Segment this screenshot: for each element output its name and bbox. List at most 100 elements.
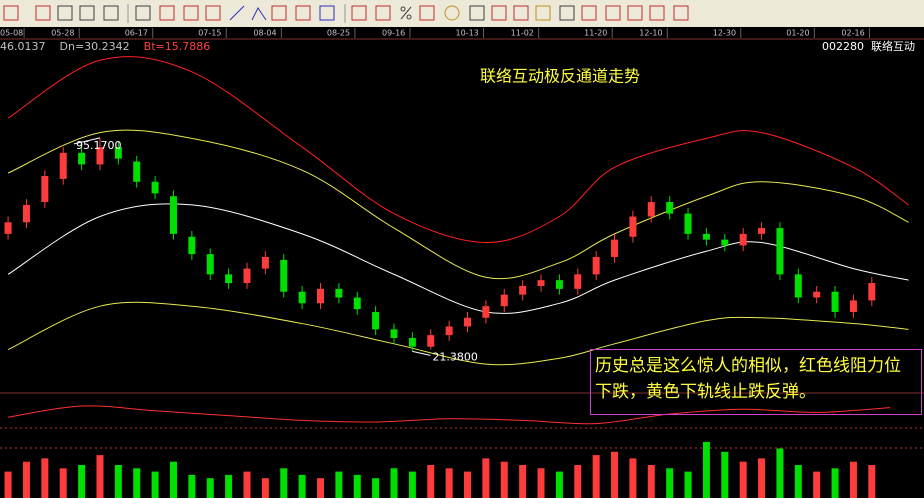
channel-line bbox=[7, 56, 909, 244]
candle-body bbox=[776, 228, 784, 275]
candle-body bbox=[555, 280, 563, 289]
candle-body bbox=[758, 228, 766, 234]
volume-bar bbox=[482, 458, 490, 498]
channel-line bbox=[7, 203, 909, 314]
candle-body bbox=[372, 311, 380, 330]
volume-bar bbox=[4, 471, 12, 498]
candle-body bbox=[813, 291, 821, 298]
volume-bar bbox=[445, 468, 453, 498]
volume-bar bbox=[776, 448, 784, 498]
candle-body bbox=[868, 283, 876, 301]
candle-body bbox=[464, 317, 472, 327]
x-tick-label: 01-20 bbox=[786, 29, 809, 38]
volume-bar bbox=[335, 471, 343, 498]
info-text: 46.0137 bbox=[0, 40, 46, 53]
volume-bar bbox=[500, 461, 508, 498]
volume-bar bbox=[225, 474, 233, 498]
candle-body bbox=[666, 202, 674, 214]
toolbar-icons bbox=[3, 4, 689, 23]
volume-bar bbox=[629, 458, 637, 498]
volume-bar bbox=[133, 468, 141, 498]
candle-body bbox=[721, 239, 729, 246]
volume-bar bbox=[169, 461, 177, 498]
x-tick-label: 02-16 bbox=[841, 29, 864, 38]
volume-bar bbox=[647, 465, 655, 498]
info-text: Bt=15.7886 bbox=[144, 40, 211, 53]
volume-bar bbox=[611, 451, 619, 498]
volume-bar bbox=[592, 455, 600, 498]
candle-body bbox=[298, 291, 306, 304]
x-tick-label: 10-13 bbox=[456, 29, 479, 38]
volume-bar bbox=[390, 468, 398, 498]
candle-body bbox=[41, 175, 49, 203]
candle-body bbox=[519, 285, 527, 295]
extreme-leader bbox=[73, 137, 101, 145]
candle-body bbox=[794, 274, 802, 298]
volume-bar bbox=[739, 461, 747, 498]
channel-line bbox=[7, 129, 909, 280]
volume-bar bbox=[243, 471, 251, 498]
volume-bar bbox=[114, 465, 122, 498]
candle-body bbox=[316, 288, 324, 304]
volume-bar bbox=[758, 458, 766, 498]
volume-bar bbox=[78, 465, 86, 498]
candle-body bbox=[482, 306, 490, 318]
x-tick-label: 12-30 bbox=[713, 29, 736, 38]
indicator-line bbox=[8, 405, 891, 425]
candle-body bbox=[611, 239, 619, 258]
candle-body bbox=[22, 204, 30, 223]
volume-bar bbox=[519, 465, 527, 498]
candle-body bbox=[96, 147, 104, 165]
volume-bar bbox=[22, 461, 30, 498]
candle-body bbox=[739, 233, 747, 246]
volume-bar bbox=[41, 458, 49, 498]
x-tick-label: 12-10 bbox=[639, 29, 662, 38]
volume-bar bbox=[813, 471, 821, 498]
candle-body bbox=[4, 222, 12, 234]
x-tick-label: 05-08 bbox=[0, 29, 23, 38]
toolbar bbox=[0, 0, 924, 27]
candle-body bbox=[225, 274, 233, 284]
x-tick-label: 08-25 bbox=[327, 29, 350, 38]
channel-line bbox=[7, 301, 909, 366]
candle-body bbox=[114, 147, 122, 159]
candle-body bbox=[500, 294, 508, 307]
volume-bar bbox=[574, 465, 582, 498]
volume-bar bbox=[537, 468, 545, 498]
candle-body bbox=[647, 202, 655, 217]
candle-body bbox=[408, 338, 416, 347]
x-tick-label: 06-17 bbox=[125, 29, 148, 38]
x-tick-label: 05-28 bbox=[51, 29, 74, 38]
x-tick-label: 07-15 bbox=[198, 29, 221, 38]
candle-body bbox=[831, 291, 839, 312]
candle-body bbox=[427, 335, 435, 347]
candle-body bbox=[629, 216, 637, 237]
volume-bar bbox=[684, 471, 692, 498]
candle-body bbox=[78, 152, 86, 165]
candle-body bbox=[537, 280, 545, 286]
volume-bar bbox=[372, 478, 380, 498]
volume-bar bbox=[206, 478, 214, 498]
candle-body bbox=[206, 254, 214, 275]
volume-bar bbox=[666, 468, 674, 498]
candle-body bbox=[702, 233, 710, 240]
volume-bar bbox=[316, 478, 324, 498]
candle-body bbox=[169, 196, 177, 234]
extreme-leader bbox=[412, 350, 431, 356]
candle-body bbox=[849, 300, 857, 312]
candle-body bbox=[445, 326, 453, 336]
candle-body bbox=[261, 257, 269, 269]
volume-bar bbox=[721, 451, 729, 498]
candle-body bbox=[684, 213, 692, 234]
extreme-label: 95.1700 bbox=[76, 139, 122, 152]
volume-bar bbox=[555, 471, 563, 498]
volume-bar bbox=[702, 441, 710, 498]
volume-bar bbox=[868, 465, 876, 498]
x-tick-label: 08-04 bbox=[253, 29, 276, 38]
volume-bar bbox=[188, 474, 196, 498]
volume-bar bbox=[96, 455, 104, 498]
volume-bar bbox=[849, 461, 857, 498]
volume-bar bbox=[794, 465, 802, 498]
